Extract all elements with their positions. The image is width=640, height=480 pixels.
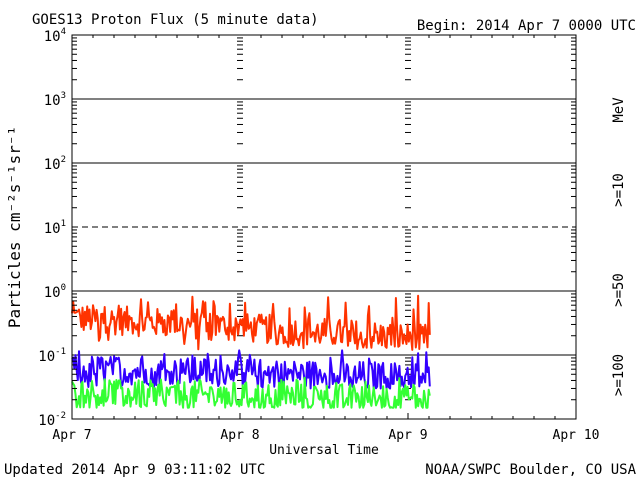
axis-layer: 10-2 10-1 100 101 102 103 104 Apr 7 Apr 8 Apr 9 Ap… [38,27,599,443]
x-axis-label: Universal Time [269,443,379,458]
begin-label: Begin: 2014 Apr 7 0000 UTC [417,18,636,34]
y-tick-label: 102 [44,155,66,173]
grid-layer [72,37,576,401]
plot-frame [71,34,577,420]
legend-series-10mev: >=10 [611,173,627,207]
y-tick-label: 104 [44,27,66,45]
chart-title: GOES13 Proton Flux (5 minute data) [32,12,319,28]
y-tick-label: 103 [44,91,66,109]
x-tick-label: Apr 8 [220,428,259,443]
legend-series-50mev: >=50 [611,273,627,307]
series-line [71,349,431,390]
y-tick-label: 10-1 [38,347,66,365]
x-tick-label: Apr 7 [52,428,91,443]
legend-series-100mev: >=100 [611,354,627,396]
series-line [71,376,431,409]
y-axis-label: Particles cm⁻²s⁻¹sr⁻¹ [5,126,24,328]
legend-energy-unit: MeV [611,97,627,123]
x-tick-label: Apr 9 [388,428,427,443]
y-tick-label: 10-2 [38,411,66,429]
x-tick-label: Apr 10 [553,428,600,443]
series-line [71,294,431,351]
source-label: NOAA/SWPC Boulder, CO USA [425,462,636,478]
updated-label: Updated 2014 Apr 9 03:11:02 UTC [4,462,265,478]
series-layer [71,294,431,409]
y-tick-label: 100 [44,283,66,301]
y-tick-label: 101 [44,219,66,237]
